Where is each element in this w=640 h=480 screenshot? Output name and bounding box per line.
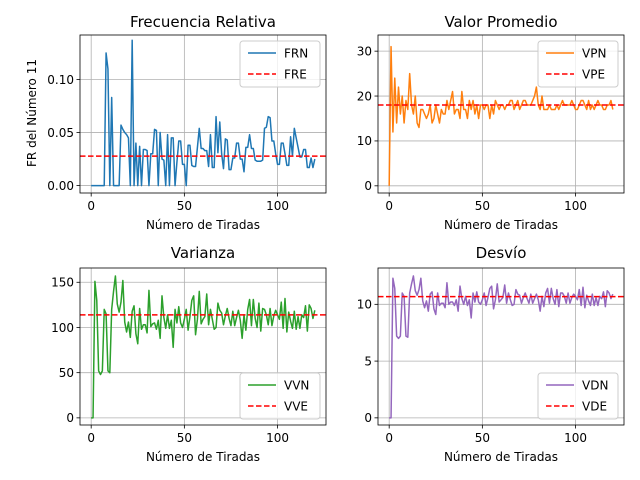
y-tick-label: 0 <box>364 411 372 425</box>
y-tick-label: 0 <box>66 411 74 425</box>
y-tick-label: 0 <box>364 179 372 193</box>
x-tick-label: 50 <box>475 431 490 445</box>
legend-label-fre: FRE <box>284 67 307 81</box>
y-tick-label: 30 <box>357 44 372 58</box>
plot-layer-0: 0 50 100 0.00 0.05 0.10 FRN FRE <box>47 34 327 213</box>
plot-layer-3: 0 50 100 0 5 10 VDN VDE <box>357 267 625 445</box>
y-tick-label: 20 <box>357 89 372 103</box>
subplot-valor-promedio: 0 50 100 0 10 20 30 VPN VPE Valor Promedio Númer… <box>357 13 625 232</box>
x-tick-label: 0 <box>87 431 95 445</box>
data-layer <box>80 275 326 419</box>
x-tick-label: 100 <box>266 199 289 213</box>
legend: VDN VDE <box>537 372 619 420</box>
x-axis-label-2: Número de Tiradas <box>146 450 260 464</box>
axes-frame <box>377 34 625 194</box>
legend-label-vpe: VPE <box>582 67 605 81</box>
x-axis-label-1: Número de Tiradas <box>444 218 558 232</box>
data-layer <box>80 39 326 187</box>
x-tick-label: 100 <box>564 199 587 213</box>
axes-frame <box>79 34 327 194</box>
subplot-frecuencia-relativa: 0 50 100 0.00 0.05 0.10 FRN FRE Frecuencia Rela… <box>25 13 327 232</box>
plot-layer-2: 0 50 100 0 50 100 150 VVN VVE <box>51 267 327 445</box>
legend-label-vpn: VPN <box>582 46 606 60</box>
axes-frame <box>79 267 327 426</box>
legend: FRN FRE <box>239 40 321 88</box>
y-tick-label: 50 <box>59 366 74 380</box>
y-tick-label: 0.10 <box>47 73 74 87</box>
series-line-frn <box>91 39 316 187</box>
legend-label-vve: VVE <box>284 399 308 413</box>
y-tick-label: 5 <box>364 354 372 368</box>
x-axis-label-0: Número de Tiradas <box>146 218 260 232</box>
subplot-desvio: 0 50 100 0 5 10 VDN VDE Desvío Número de Tirada… <box>357 244 625 464</box>
x-tick-label: 50 <box>177 431 192 445</box>
data-layer <box>378 45 624 186</box>
legend-label-vvn: VVN <box>284 378 309 392</box>
y-tick-label: 150 <box>51 276 74 290</box>
data-layer <box>378 275 624 419</box>
legend: VVN VVE <box>239 372 321 420</box>
y-tick-label: 10 <box>357 134 372 148</box>
y-tick-label: 0.00 <box>47 179 74 193</box>
legend: VPN VPE <box>537 40 619 88</box>
chart-title-0: Frecuencia Relativa <box>130 13 276 31</box>
x-tick-label: 100 <box>266 431 289 445</box>
legend-label-frn: FRN <box>284 46 308 60</box>
y-tick-label: 100 <box>51 321 74 335</box>
y-tick-label: 0.05 <box>47 126 74 140</box>
y-tick-label: 10 <box>357 298 372 312</box>
series-line-vdn <box>389 275 614 419</box>
x-tick-label: 100 <box>564 431 587 445</box>
x-tick-label: 0 <box>385 199 393 213</box>
subplot-varianza: 0 50 100 0 50 100 150 VVN VVE Varianza Número de… <box>51 244 327 464</box>
x-tick-label: 0 <box>87 199 95 213</box>
legend-label-vdn: VDN <box>582 378 608 392</box>
chart-title-2: Varianza <box>171 244 235 262</box>
y-axis-label-0: FR del Número 11 <box>25 59 39 167</box>
series-line-vvn <box>91 275 316 419</box>
x-tick-label: 50 <box>475 199 490 213</box>
legend-label-vde: VDE <box>582 399 607 413</box>
chart-title-1: Valor Promedio <box>444 13 557 31</box>
x-axis-label-3: Número de Tiradas <box>444 450 558 464</box>
x-tick-label: 0 <box>385 431 393 445</box>
chart-title-3: Desvío <box>476 244 527 262</box>
x-tick-label: 50 <box>177 199 192 213</box>
axes-frame <box>377 267 625 426</box>
plot-layer-1: 0 50 100 0 10 20 30 VPN VPE <box>357 34 625 213</box>
